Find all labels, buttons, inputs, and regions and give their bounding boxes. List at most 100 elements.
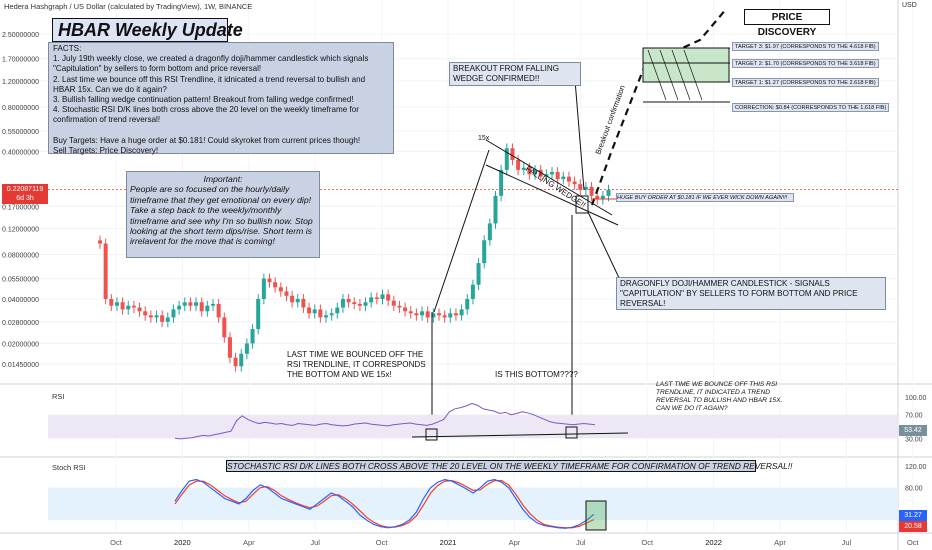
candle-body xyxy=(182,302,187,306)
candle-body xyxy=(103,243,108,299)
time-tick-label: Oct xyxy=(907,538,920,547)
countdown-value: 6d 3h xyxy=(16,195,34,202)
target-2-label: TARGET 2: $1.70 (CORRESPONDS TO THE 3.61… xyxy=(732,59,879,68)
candle-body xyxy=(516,159,521,170)
candle-body xyxy=(346,298,351,303)
candle-body xyxy=(437,313,441,316)
time-tick-label: 2022 xyxy=(705,538,722,547)
time-tick-label: Apr xyxy=(509,538,521,547)
facts-note: FACTS: 1. July 19th weekly close, we cre… xyxy=(48,42,394,155)
candle-body xyxy=(318,309,323,318)
candle-body xyxy=(521,167,526,170)
target-3-label: TARGET 3: $1.97 (CORRESPONDS TO THE 4.61… xyxy=(732,42,879,51)
candle-body xyxy=(595,195,600,200)
rsi-tick-label: 70.00 xyxy=(905,413,923,420)
rsi-band xyxy=(48,414,898,439)
target-1-label: TARGET 1: $1.27 (CORRESPONDS TO THE 2.61… xyxy=(732,78,879,87)
dragonfly-arrow xyxy=(587,211,621,281)
candle-body xyxy=(98,240,102,244)
candle-body xyxy=(566,176,571,182)
candle-body xyxy=(380,294,385,299)
stoch-cross-box xyxy=(585,500,607,531)
candle-body xyxy=(425,311,430,318)
candle-body xyxy=(250,329,255,344)
candle-body xyxy=(465,298,470,310)
candle-body xyxy=(227,337,232,358)
candle-body xyxy=(499,169,504,196)
candle-body xyxy=(216,303,221,318)
candle-body xyxy=(555,172,560,180)
breakout-callout: BREAKOUT FROM FALLING WEDGE CONFIRMED!! xyxy=(449,62,581,86)
rsi-line xyxy=(174,402,596,440)
last-price-badge: 0.22087119 6d 3h xyxy=(2,184,48,204)
candle-body xyxy=(374,297,379,299)
fib-arrow xyxy=(659,49,679,101)
candle-body xyxy=(244,343,249,354)
correction-label: CORRECTION: $0.84 (CORRESPONDS TO THE 1.… xyxy=(732,103,890,112)
time-tick-label: Jul xyxy=(842,538,852,547)
candle-body xyxy=(114,302,119,306)
important-note: Important: People are so focused on the h… xyxy=(126,171,320,258)
rsi-value-badge: 53.42 xyxy=(899,425,927,436)
rsi-tick-label: 100.00 xyxy=(905,395,927,402)
candle-body xyxy=(448,313,453,318)
candle-body xyxy=(533,169,538,175)
time-tick-label: Oct xyxy=(641,538,654,547)
candle-body xyxy=(301,298,306,308)
huge-buy-label: HUGE BUY ORDER AT $0.181 IF WE EVER WICK… xyxy=(616,193,794,202)
candle-body xyxy=(335,307,340,314)
breakout-arrow xyxy=(574,79,585,191)
candle-body xyxy=(606,189,611,196)
stoch-d-line xyxy=(174,480,595,529)
price-tick-label: 0.02800000 xyxy=(2,320,39,327)
candle-body xyxy=(160,315,165,322)
price-tick-label: 1.70000000 xyxy=(2,57,39,64)
price-tick-label: 1.20000000 xyxy=(2,79,39,86)
price-tick-label: 0.02000000 xyxy=(2,341,39,348)
candle-body xyxy=(538,169,543,177)
fifteen-x-label: 15x xyxy=(478,135,490,142)
candle-body xyxy=(194,302,199,306)
candle-body xyxy=(527,167,532,175)
dragonfly-box xyxy=(575,195,589,214)
candle-body xyxy=(324,315,328,318)
last-rsi-note: LAST TIME WE BOUNCE OFF THIS RSI TRENDLI… xyxy=(656,381,783,412)
candle-body xyxy=(561,176,566,180)
candle-body xyxy=(369,297,374,303)
candle-body xyxy=(572,181,577,185)
candle-body xyxy=(165,317,170,322)
candle-body xyxy=(363,302,368,306)
rally-arrow-line xyxy=(433,149,490,313)
candle-body xyxy=(109,298,114,306)
price-tick-label: 2.50000000 xyxy=(2,32,39,39)
time-tick-label: 2021 xyxy=(440,538,457,547)
price-tick-label: 0.12000000 xyxy=(2,227,39,234)
candle-body xyxy=(510,148,515,160)
rsi-bounce-box xyxy=(565,426,578,439)
candle-body xyxy=(476,263,481,285)
candle-body xyxy=(391,300,396,306)
candle-body xyxy=(295,298,300,303)
candle-body xyxy=(239,353,244,367)
candle-body xyxy=(120,302,125,310)
breakout-confirmation-label: Breakout confirmation xyxy=(593,84,626,156)
candle-body xyxy=(600,195,605,200)
last-bounce-note: LAST TIME WE BOUNCED OFF THE RSI TRENDLI… xyxy=(287,350,426,379)
candle-body xyxy=(290,295,295,303)
candle-body xyxy=(256,298,261,330)
stoch-banner: STOCHASTIC RSI D/K LINES BOTH CROSS ABOV… xyxy=(226,460,793,472)
candle-body xyxy=(261,278,266,299)
candle-body xyxy=(420,311,425,316)
price-tick-label: 0.17000000 xyxy=(2,204,39,211)
price-discovery-label: PRICE DISCOVERY xyxy=(744,9,830,38)
dragonfly-callout: DRAGONFLY DOJI/HAMMER CANDLESTICK - SIGN… xyxy=(616,277,886,311)
candle-body xyxy=(137,307,142,312)
candle-body xyxy=(171,309,176,318)
candle-body xyxy=(148,315,153,318)
stoch-tick-label: 80.00 xyxy=(905,486,923,493)
candle-body xyxy=(154,315,159,318)
candle-body xyxy=(329,313,334,316)
time-tick-label: 2020 xyxy=(174,538,191,547)
stoch-d-badge: 20.58 xyxy=(899,521,927,532)
